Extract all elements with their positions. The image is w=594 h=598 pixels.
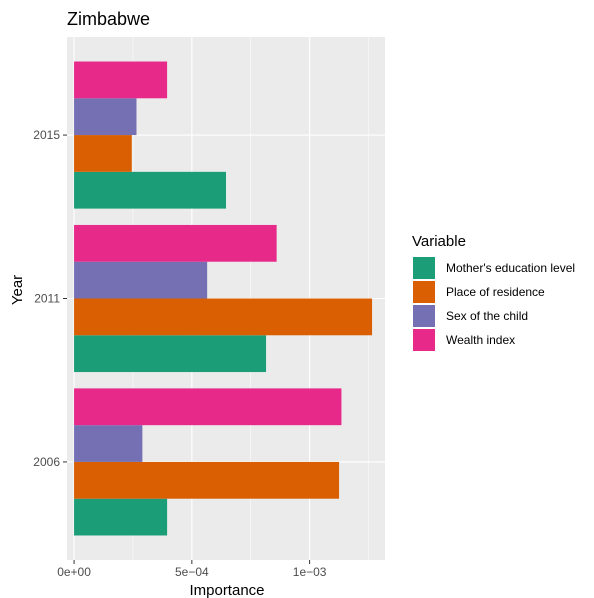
x-axis: 0e+00 5e−04 1e−03 [57, 560, 327, 579]
y-axis: 2006 2011 2015 [33, 128, 67, 469]
legend: Variable Mother's education level Place o… [412, 233, 575, 351]
bar-2006-1 [74, 461, 340, 499]
x-axis-title: Importance [189, 582, 264, 598]
legend-swatch [413, 257, 435, 279]
bar-2015-0 [74, 171, 226, 209]
bar-2006-0 [74, 498, 168, 536]
bar-2015-2 [74, 98, 137, 136]
bars [74, 61, 373, 536]
y-tick-label: 2015 [33, 128, 60, 142]
bar-2015-3 [74, 61, 168, 99]
chart-title: Zimbabwe [67, 9, 150, 29]
legend-label: Mother's education level [446, 261, 575, 275]
bar-2011-3 [74, 224, 277, 262]
legend-label: Sex of the child [446, 309, 528, 323]
x-tick-label: 1e−03 [293, 565, 327, 579]
bar-2006-2 [74, 425, 143, 462]
bar-2011-1 [74, 298, 373, 336]
x-tick-label: 5e−04 [175, 565, 209, 579]
legend-label: Wealth index [446, 333, 515, 347]
bar-2011-2 [74, 261, 208, 299]
legend-swatch [413, 329, 435, 351]
legend-swatch [413, 305, 435, 327]
bar-2015-1 [74, 135, 132, 172]
y-axis-title: Year [9, 275, 26, 305]
legend-label: Place of residence [446, 285, 545, 299]
bar-2006-3 [74, 388, 342, 426]
y-tick-label: 2011 [34, 292, 60, 306]
y-tick-label: 2006 [33, 455, 60, 469]
legend-swatch [413, 281, 435, 303]
bar-2011-0 [74, 335, 267, 373]
x-tick-label: 0e+00 [57, 565, 91, 579]
legend-title: Variable [412, 233, 466, 250]
